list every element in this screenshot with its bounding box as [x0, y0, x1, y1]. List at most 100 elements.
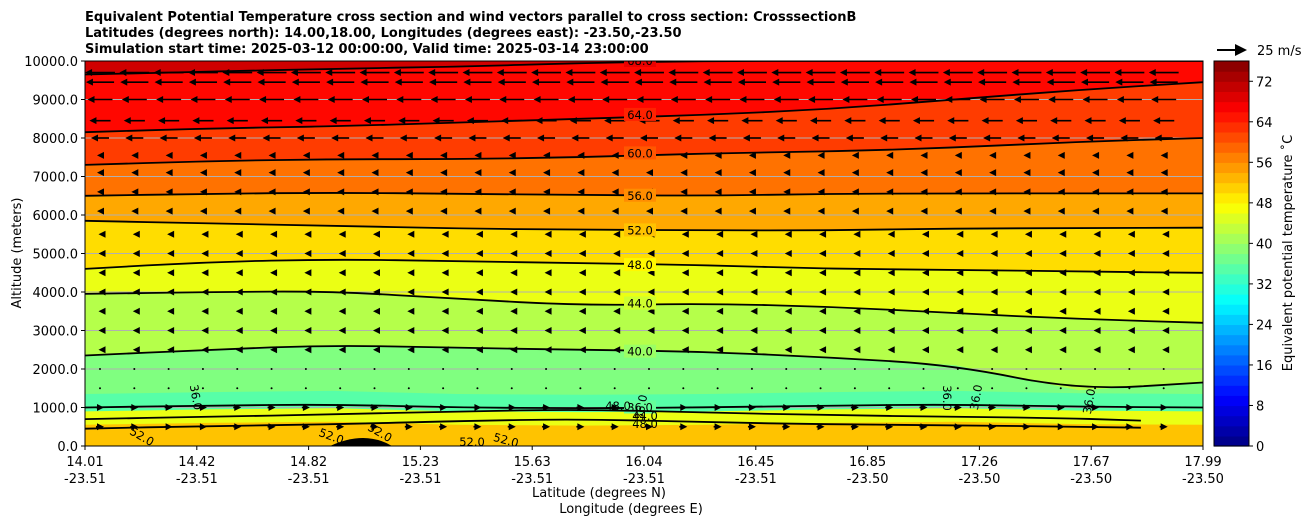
- wind-vector-head: [956, 269, 964, 277]
- chart-subtitle-times: Simulation start time: 2025-03-12 00:00:…: [85, 42, 649, 57]
- wind-vector-head: [165, 169, 173, 177]
- wind-vector-head: [1080, 78, 1088, 86]
- wind-vector-head: [887, 230, 895, 238]
- y-tick-label: 0.0: [57, 440, 78, 455]
- wind-vector-head: [499, 96, 507, 103]
- wind-vector: [99, 368, 101, 370]
- contour-label: 56.0: [627, 189, 653, 203]
- wind-vector-head: [1127, 327, 1135, 334]
- wind-vector-head: [819, 307, 827, 315]
- colorbar-segment: [1214, 415, 1249, 427]
- wind-vector-head: [956, 250, 964, 257]
- wind-vector-head: [1082, 96, 1090, 103]
- wind-vector: [167, 387, 170, 390]
- wind-vector-head: [909, 78, 917, 86]
- wind-vector-head: [876, 96, 884, 103]
- wind-vector-head: [474, 207, 482, 215]
- wind-vector-head: [1024, 307, 1032, 315]
- contour-label-bg: [624, 107, 656, 121]
- band-64.0: [85, 61, 1203, 133]
- wind-vector-head: [396, 96, 404, 103]
- wind-vector-head: [429, 78, 437, 86]
- wind-vector-head: [201, 307, 209, 315]
- wind-vector-head: [337, 423, 345, 431]
- contour-label-bg: [624, 344, 656, 358]
- wind-vector-head: [784, 346, 792, 354]
- wind-vector-head: [537, 134, 545, 142]
- x-tick-label-lat: 15.63: [514, 455, 551, 470]
- colorbar-segment: [1214, 243, 1249, 255]
- wind-vector-head: [510, 327, 518, 334]
- wind-vectors: [85, 69, 1179, 431]
- wind-vector: [613, 387, 616, 390]
- wind-vector-head: [262, 134, 270, 142]
- wind-vector-head: [714, 207, 722, 215]
- wind-vector-head: [817, 207, 825, 215]
- wind-vector-head: [989, 151, 997, 159]
- wind-vector-head: [839, 69, 847, 77]
- wind-vector-head: [1127, 346, 1135, 354]
- wind-vector-head: [1160, 423, 1168, 431]
- wind-vector-head: [613, 250, 621, 257]
- wind-vector-head: [1084, 117, 1092, 125]
- y-tick-label: 9000.0: [33, 94, 79, 109]
- wind-vector-head: [1050, 117, 1058, 125]
- wind-vector: [236, 387, 239, 390]
- wind-vector-head: [304, 346, 312, 354]
- wind-vector: [682, 368, 685, 370]
- wind-vector: [922, 387, 925, 390]
- wind-vector-head: [405, 169, 413, 177]
- wind-vector-head: [702, 69, 710, 77]
- y-tick-label: 8000.0: [33, 132, 79, 147]
- wind-vector-head: [544, 288, 552, 296]
- wind-vector-head: [363, 117, 371, 125]
- wind-vector-head: [571, 134, 579, 142]
- wind-vector-head: [956, 288, 964, 296]
- colorbar-label: Equivalent potential temperature ˚C: [1280, 135, 1296, 371]
- wind-vector-head: [97, 151, 104, 159]
- wind-vector-head: [510, 230, 518, 238]
- wind-vector-head: [257, 78, 265, 86]
- x-tick-label-lon: -23.51: [64, 472, 106, 487]
- wind-vector: [99, 387, 101, 390]
- wind-vector-head: [784, 250, 792, 257]
- colorbar-segment: [1214, 121, 1249, 133]
- colorbar-segment: [1214, 364, 1249, 376]
- wind-vector-head: [544, 250, 552, 257]
- wind-vector: [133, 368, 136, 370]
- wind-vector-head: [990, 230, 998, 238]
- wind-vector-head: [407, 250, 415, 257]
- wind-vector-head: [543, 207, 551, 215]
- colorbar-segment: [1214, 283, 1249, 295]
- colorbar-segment: [1214, 233, 1249, 244]
- wind-vector-head: [887, 250, 895, 257]
- wind-vector-head: [851, 207, 859, 215]
- wind-vector-head: [235, 250, 243, 257]
- wind-vector-head: [373, 230, 380, 238]
- wind-vector-head: [407, 346, 415, 354]
- colorbar-segment: [1214, 212, 1249, 224]
- wind-vector-head: [978, 78, 986, 86]
- wind-vector-head: [156, 96, 164, 103]
- wind-vector-head: [295, 117, 303, 125]
- wind-vector: [1094, 368, 1097, 370]
- wind-vector-head: [1148, 69, 1156, 77]
- wind-vector-head: [270, 307, 278, 315]
- wind-vector-head: [817, 423, 825, 431]
- wind-vector-head: [578, 250, 586, 257]
- x-tick-label-lon: -23.50: [1070, 472, 1112, 487]
- colorbar-segment: [1214, 172, 1249, 184]
- wind-vector-head: [132, 346, 140, 354]
- wind-vector: [648, 387, 650, 390]
- contour-label: 64.0: [627, 108, 653, 122]
- wind-vector-head: [223, 78, 231, 86]
- wind-vector-head: [338, 269, 346, 277]
- wind-vector-head: [681, 327, 689, 334]
- band-68.0: [85, 61, 1203, 75]
- wind-vector-head: [201, 230, 209, 238]
- wind-vector-head: [1162, 250, 1170, 257]
- wind-vector-head: [566, 78, 574, 86]
- wind-vector-head: [270, 230, 278, 238]
- wind-vector-head: [190, 96, 198, 103]
